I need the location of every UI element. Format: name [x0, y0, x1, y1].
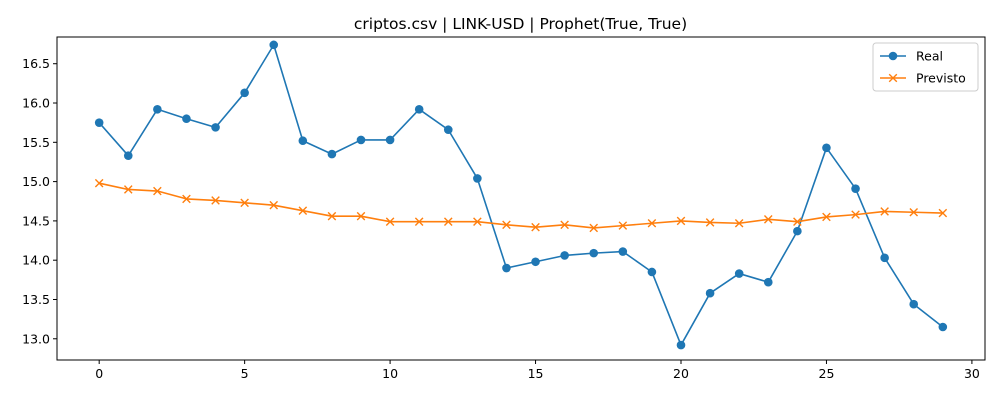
data-point-previsto: [734, 218, 744, 228]
y-tick-label: 14.5: [22, 213, 50, 228]
data-point-previsto: [153, 186, 162, 196]
data-point-previsto: [298, 206, 308, 215]
data-point-previsto: [414, 217, 424, 226]
data-point-real: [822, 143, 831, 153]
legend-item-real: Real: [880, 49, 943, 64]
data-point-previsto: [240, 198, 249, 208]
y-tick-label: 13.0: [22, 331, 50, 346]
data-point-real: [763, 277, 773, 287]
data-point-previsto: [182, 194, 191, 204]
data-point-previsto: [531, 222, 540, 232]
data-point-real: [211, 123, 220, 132]
data-point-previsto: [356, 211, 366, 221]
y-tick-label: 15.5: [22, 135, 50, 150]
data-point-previsto: [909, 207, 919, 217]
data-point-previsto: [560, 220, 569, 230]
data-point-previsto: [793, 217, 802, 226]
data-point-real: [443, 125, 453, 135]
x-tick-label: 5: [241, 366, 249, 381]
data-point-real: [531, 257, 540, 267]
series-line-previsto: [99, 182, 943, 229]
data-point-previsto: [94, 178, 104, 188]
data-point-real: [269, 40, 279, 50]
data-point-previsto: [385, 217, 395, 226]
data-point-real: [734, 269, 744, 278]
legend-item-previsto: Previsto: [880, 71, 966, 86]
data-point-real: [473, 174, 482, 183]
data-point-real: [589, 248, 599, 258]
data-point-previsto: [327, 211, 337, 221]
y-tick-label: 16.0: [22, 96, 50, 111]
data-point-previsto: [705, 218, 715, 227]
legend-label-previsto: Previsto: [916, 71, 966, 86]
data-point-previsto: [473, 217, 482, 226]
legend-marker: [888, 73, 898, 83]
data-point-real: [153, 105, 162, 114]
data-point-real: [618, 247, 628, 256]
x-tick-label: 30: [964, 366, 980, 381]
data-point-real: [502, 263, 511, 273]
data-point-real: [793, 226, 802, 236]
data-point-real: [880, 253, 889, 263]
data-point-previsto: [851, 210, 860, 219]
data-point-real: [385, 135, 395, 145]
data-point-real: [123, 151, 133, 160]
y-tick-label: 15.0: [22, 174, 50, 189]
legend-marker: [888, 51, 898, 61]
legend-label-real: Real: [916, 49, 943, 64]
data-point-previsto: [618, 221, 628, 230]
data-point-previsto: [822, 212, 831, 222]
data-point-previsto: [269, 200, 279, 210]
data-point-real: [938, 322, 948, 332]
data-point-previsto: [502, 220, 511, 230]
x-tick-label: 20: [673, 366, 689, 381]
data-point-real: [414, 105, 424, 114]
data-point-real: [94, 118, 104, 127]
data-point-real: [851, 184, 860, 193]
legend-box: [872, 42, 979, 92]
data-point-previsto: [123, 185, 133, 194]
data-point-real: [327, 149, 337, 159]
x-tick-label: 15: [528, 366, 544, 381]
series-previsto: [94, 178, 948, 233]
data-point-real: [705, 288, 715, 298]
x-tick-label: 10: [382, 366, 398, 381]
data-point-previsto: [938, 208, 948, 218]
data-point-previsto: [676, 216, 686, 226]
data-point-real: [647, 267, 657, 277]
data-point-previsto: [589, 223, 599, 233]
data-point-real: [240, 88, 249, 98]
x-tick-label: 0: [95, 366, 103, 381]
legend: Real Previsto: [872, 42, 979, 92]
data-point-real: [356, 135, 366, 145]
data-point-previsto: [647, 218, 657, 228]
y-tick-label: 16.5: [22, 56, 50, 71]
y-tick-label: 14.0: [22, 253, 50, 268]
data-point-real: [909, 299, 919, 309]
series-line-real: [98, 44, 944, 346]
data-point-real: [182, 114, 191, 124]
data-point-previsto: [880, 207, 889, 216]
data-point-real: [676, 340, 686, 350]
x-axis: 0 5 10 15 20 25 30: [95, 360, 980, 381]
plot-series: [94, 40, 948, 350]
y-axis: 13.0 13.5 14.0 14.5 15.0 15.5 16.0 16.5: [22, 56, 57, 346]
data-point-real: [298, 136, 308, 146]
y-tick-label: 13.5: [22, 292, 50, 307]
series-real: [94, 40, 948, 350]
data-point-previsto: [211, 196, 220, 205]
data-point-real: [560, 251, 569, 260]
chart-title: criptos.csv | LINK-USD | Prophet(True, T…: [354, 15, 687, 33]
x-tick-label: 25: [819, 366, 835, 381]
plot-frame: [56, 36, 986, 361]
data-point-previsto: [443, 217, 453, 226]
data-point-previsto: [763, 215, 773, 224]
